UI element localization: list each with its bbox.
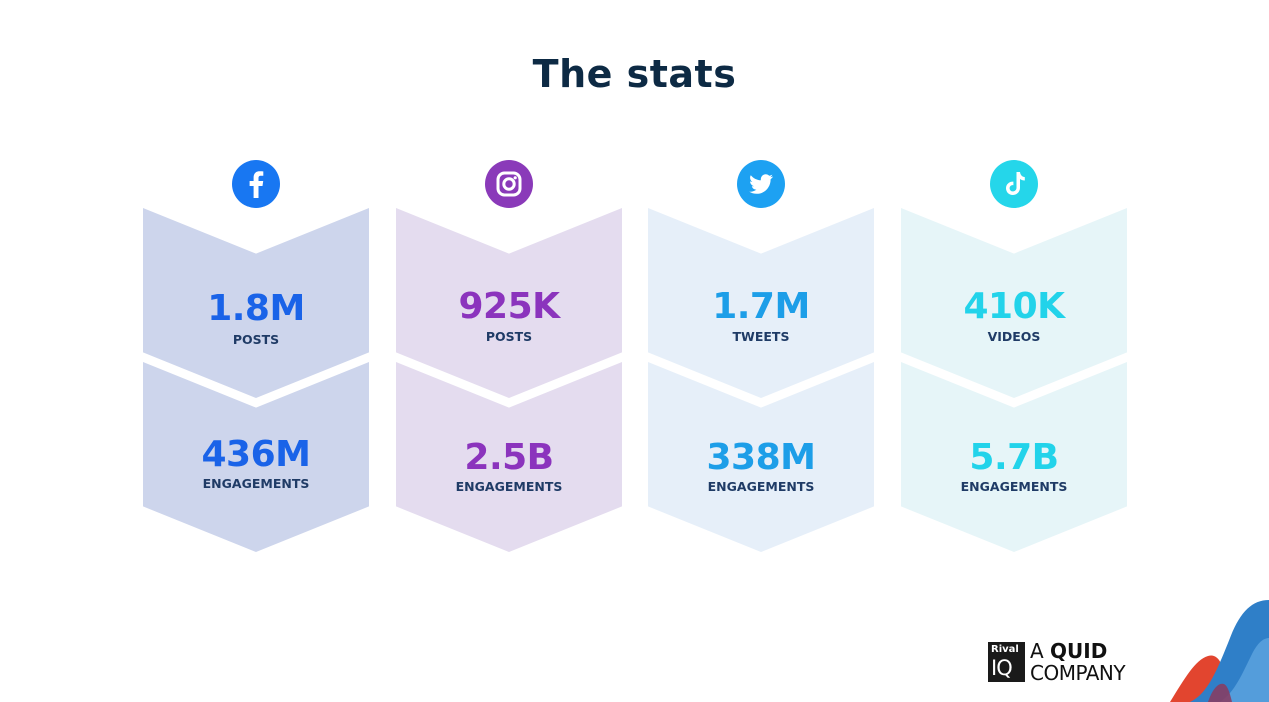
stat-value-engagements: 2.5B (464, 437, 554, 478)
stat-value-posts: 1.8M (207, 288, 305, 329)
stat-column-facebook: 1.8M POSTS 436M ENGAGEMENTS (143, 160, 369, 552)
twitter-icon (737, 160, 785, 208)
stat-value-videos: 410K (963, 286, 1065, 327)
stat-label-posts: POSTS (232, 332, 280, 347)
stat-label-tweets: TWEETS (732, 329, 790, 344)
page-title: The stats (532, 52, 737, 96)
logo-mark: Rival IQ (988, 642, 1025, 682)
stat-column-twitter: 1.7M TWEETS 338M ENGAGEMENTS (648, 160, 874, 552)
tiktok-icon (990, 160, 1038, 208)
logo-word-a: A (1030, 639, 1051, 663)
logo-wordmark: A QUID COMPANY (1030, 639, 1126, 685)
stat-value-tweets: 1.7M (712, 286, 810, 327)
stat-value-engagements: 5.7B (969, 437, 1059, 478)
logo-mark-top: Rival (991, 644, 1019, 655)
instagram-icon (485, 160, 533, 208)
logo-word-company: COMPANY (1030, 661, 1126, 685)
logo-mark-bottom: IQ (991, 656, 1013, 680)
stat-value-posts: 925K (458, 286, 560, 327)
stat-label-engagements: ENGAGEMENTS (202, 476, 310, 491)
stat-label-videos: VIDEOS (987, 329, 1041, 344)
stat-column-tiktok: 410K VIDEOS 5.7B ENGAGEMENTS (901, 160, 1127, 552)
stat-value-engagements: 338M (706, 437, 816, 478)
stat-value-engagements: 436M (201, 434, 311, 475)
rival-iq-logo: Rival IQ A QUID COMPANY (988, 639, 1126, 685)
stat-label-engagements: ENGAGEMENTS (960, 479, 1068, 494)
decorative-wave-graphic (1170, 600, 1269, 702)
stat-column-instagram: 925K POSTS 2.5B ENGAGEMENTS (396, 160, 622, 552)
facebook-icon (232, 160, 280, 208)
logo-word-quid: QUID (1050, 639, 1108, 663)
stat-label-engagements: ENGAGEMENTS (707, 479, 815, 494)
stat-label-posts: POSTS (485, 329, 533, 344)
stat-label-engagements: ENGAGEMENTS (455, 479, 563, 494)
